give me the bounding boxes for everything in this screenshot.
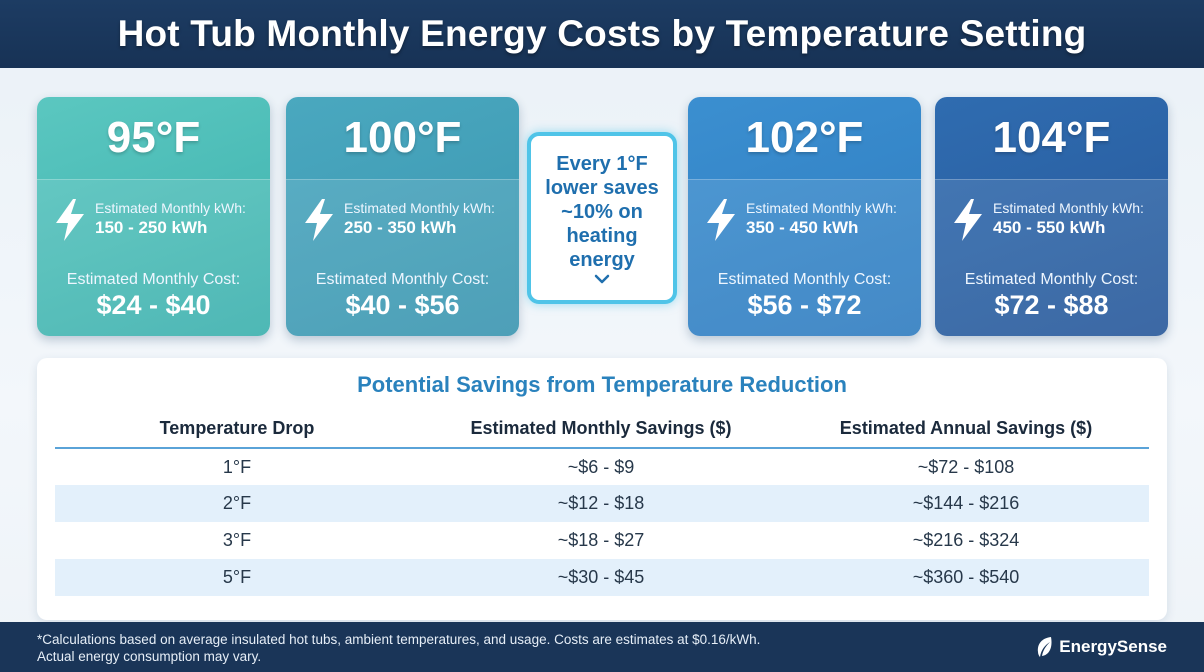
page-title: Hot Tub Monthly Energy Costs by Temperat… bbox=[117, 13, 1087, 54]
annual-savings-cell: ~$72 - $108 bbox=[917, 456, 1015, 477]
callout-text: Every 1°F lower saves ~10% on heating en… bbox=[545, 153, 659, 271]
card-temperature: 104°F bbox=[992, 113, 1111, 162]
savings-panel: Potential Savings from Temperature Reduc… bbox=[37, 358, 1167, 620]
cost-label: Estimated Monthly Cost: bbox=[66, 271, 241, 288]
card-body: Estimated Monthly kWh: 150 - 250 kWh Est… bbox=[37, 179, 270, 336]
footnote-line-2: Actual energy consumption may vary. bbox=[37, 649, 262, 664]
annual-savings-cell: ~$144 - $216 bbox=[783, 485, 1149, 522]
kwh-label: Estimated Monthly kWh: bbox=[344, 200, 495, 216]
monthly-savings-cell: ~$30 - $45 bbox=[419, 559, 783, 596]
temperature-drop-cell: 2°F bbox=[55, 485, 419, 522]
leaf-icon bbox=[1038, 637, 1052, 657]
annual-savings-cell: ~$360 - $540 bbox=[783, 559, 1149, 596]
table-row: 3°F ~$18 - $27 ~$216 - $324 bbox=[55, 522, 1149, 559]
table-row: 1°F ~$6 - $9 ~$72 - $108 bbox=[55, 448, 1149, 485]
temp-card-95: 95°F Estimated Monthly kWh: 150 - 250 kW… bbox=[37, 97, 270, 336]
lightning-bolt-icon bbox=[954, 199, 982, 241]
table-row: 2°F ~$12 - $18 ~$144 - $216 bbox=[55, 485, 1149, 522]
kwh-value: 350 - 450 kWh bbox=[746, 218, 859, 237]
annual-savings-cell: ~$216 - $324 bbox=[912, 530, 1020, 550]
cost-label: Estimated Monthly Cost: bbox=[717, 271, 892, 288]
kwh-value: 150 - 250 kWh bbox=[95, 218, 208, 237]
temp-card-104: 104°F Estimated Monthly kWh: 450 - 550 k… bbox=[935, 97, 1168, 336]
temp-card-100: 100°F Estimated Monthly kWh: 250 - 350 k… bbox=[286, 97, 519, 336]
card-temperature: 100°F bbox=[343, 113, 462, 162]
card-body: Estimated Monthly kWh: 450 - 550 kWh Est… bbox=[935, 179, 1168, 336]
cost-value: $24 - $40 bbox=[96, 290, 211, 320]
temperature-drop-cell: 1°F bbox=[222, 456, 252, 477]
lightning-bolt-icon bbox=[707, 199, 735, 241]
savings-callout: Every 1°F lower saves ~10% on heating en… bbox=[527, 132, 677, 304]
kwh-value: 450 - 550 kWh bbox=[993, 218, 1106, 237]
cost-label: Estimated Monthly Cost: bbox=[964, 271, 1139, 288]
footer: *Calculations based on average insulated… bbox=[0, 622, 1204, 672]
header-banner: Hot Tub Monthly Energy Costs by Temperat… bbox=[0, 0, 1204, 68]
cost-label: Estimated Monthly Cost: bbox=[315, 271, 490, 288]
monthly-savings-cell: ~$12 - $18 bbox=[419, 485, 783, 522]
cost-value: $56 - $72 bbox=[747, 290, 862, 320]
column-header-annual-savings: Estimated Annual Savings ($) bbox=[783, 410, 1149, 449]
card-temperature: 102°F bbox=[745, 113, 864, 162]
temperature-drop-cell: 5°F bbox=[55, 559, 419, 596]
footnote: *Calculations based on average insulated… bbox=[37, 631, 760, 665]
chevron-down-icon bbox=[594, 274, 610, 284]
column-header-monthly-savings: Estimated Monthly Savings ($) bbox=[419, 410, 783, 449]
table-row: 5°F ~$30 - $45 ~$360 - $540 bbox=[55, 559, 1149, 596]
lightning-bolt-icon bbox=[305, 199, 333, 241]
kwh-label: Estimated Monthly kWh: bbox=[993, 200, 1144, 216]
column-header-temperature-drop: Temperature Drop bbox=[55, 410, 419, 449]
savings-title: Potential Savings from Temperature Reduc… bbox=[357, 372, 847, 397]
temp-card-102: 102°F Estimated Monthly kWh: 350 - 450 k… bbox=[688, 97, 921, 336]
cost-value: $40 - $56 bbox=[345, 290, 460, 320]
cost-value: $72 - $88 bbox=[994, 290, 1109, 320]
monthly-savings-cell: ~$6 - $9 bbox=[567, 456, 635, 477]
card-temperature: 95°F bbox=[106, 113, 201, 162]
temperature-drop-cell: 3°F bbox=[222, 530, 252, 550]
footnote-line-1: *Calculations based on average insulated… bbox=[37, 632, 761, 647]
monthly-savings-cell: ~$18 - $27 bbox=[557, 530, 645, 550]
brand-name: EnergySense bbox=[1059, 637, 1167, 656]
brand-logo: EnergySense bbox=[1036, 636, 1167, 658]
card-body: Estimated Monthly kWh: 350 - 450 kWh Est… bbox=[688, 179, 921, 336]
kwh-label: Estimated Monthly kWh: bbox=[95, 200, 246, 216]
savings-table: Temperature Drop Estimated Monthly Savin… bbox=[55, 410, 1149, 596]
table-header-row: Temperature Drop Estimated Monthly Savin… bbox=[55, 410, 1149, 449]
card-body: Estimated Monthly kWh: 250 - 350 kWh Est… bbox=[286, 179, 519, 336]
kwh-value: 250 - 350 kWh bbox=[344, 218, 457, 237]
kwh-label: Estimated Monthly kWh: bbox=[746, 200, 897, 216]
lightning-bolt-icon bbox=[56, 199, 84, 241]
